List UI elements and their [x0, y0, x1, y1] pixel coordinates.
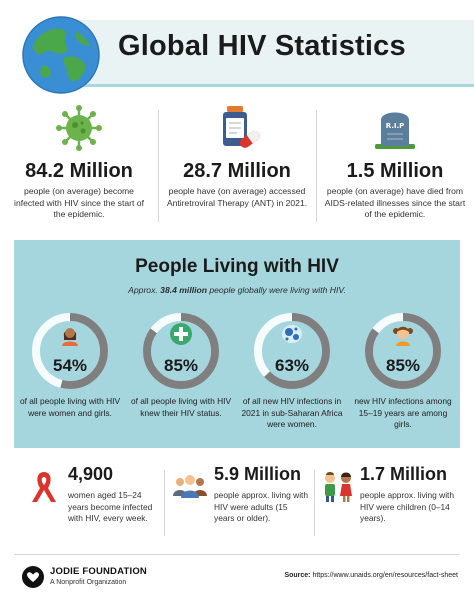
- donut-chart: [32, 313, 108, 389]
- medical-cross-icon: [170, 323, 192, 345]
- brand-name: JODIE FOUNDATION: [50, 566, 147, 577]
- divider: [158, 110, 159, 222]
- donut-women: 54% of all people living with HIV were w…: [14, 312, 126, 442]
- donut-chart: [143, 313, 219, 389]
- subtitle-highlight: 38.4 million: [160, 285, 207, 295]
- children-icon: [325, 472, 352, 502]
- donut-girls: 85% new HIV infections among 15–19 years…: [347, 312, 459, 442]
- brand-tagline: A Nonprofit Organization: [50, 579, 127, 586]
- stat-value: 1.7 Million: [360, 464, 448, 484]
- donut-percent: 85%: [163, 356, 199, 375]
- donut-percent: 63%: [274, 356, 310, 375]
- source-label: Source:: [284, 572, 311, 579]
- stat-description: people approx. living with HIV were adul…: [214, 490, 309, 523]
- donut-description: of all people living with HIV knew their…: [130, 396, 232, 418]
- subtitle-suffix: people globally were living with HIV.: [209, 285, 346, 295]
- stat-adults: 5.9 Million people approx. living with H…: [172, 462, 312, 542]
- stat-value: 1.5 Million: [346, 160, 444, 182]
- virus-icon: [56, 105, 102, 151]
- globe-icon: [22, 16, 100, 94]
- stat-value: 5.9 Million: [214, 464, 302, 484]
- bottom-stats: 4,900 women aged 15–24 years become infe…: [0, 462, 474, 542]
- stat-weekly-women: 4,900 women aged 15–24 years become infe…: [26, 462, 156, 542]
- subtitle-prefix: Approx.: [128, 285, 158, 295]
- girl-icon: [393, 326, 413, 346]
- source-link[interactable]: https://www.unaids.org/en/resources/fact…: [312, 572, 458, 579]
- page-title: Global HIV Statistics: [118, 30, 406, 62]
- stat-deaths: R.I.P 1.5 Million people (on average) ha…: [316, 100, 474, 230]
- header-band: [60, 20, 474, 84]
- cells-icon: [282, 325, 302, 343]
- stat-value: 84.2 Million: [25, 160, 133, 182]
- donut-africa: 63% of all new HIV infections in 2021 in…: [236, 312, 348, 442]
- panel-title: People Living with HIV: [135, 256, 339, 277]
- header-divider: [60, 84, 474, 87]
- donut-status: 85% of all people living with HIV knew t…: [125, 312, 237, 442]
- divider: [164, 470, 165, 536]
- donut-description: of all new HIV infections in 2021 in sub…: [241, 396, 343, 429]
- awareness-ribbon-icon: [32, 472, 56, 502]
- donut-chart: [254, 313, 330, 389]
- donut-description: of all people living with HIV were women…: [19, 396, 121, 418]
- donut-chart: [365, 313, 441, 389]
- woman-icon: [62, 328, 78, 346]
- adults-group-icon: [173, 475, 207, 498]
- heart-logo-icon: [22, 566, 44, 588]
- stat-description: people (on average) become infected with…: [14, 186, 144, 219]
- stat-children: 1.7 Million people approx. living with H…: [320, 462, 460, 542]
- donut-percent: 54%: [52, 356, 88, 375]
- top-stats: 84.2 Million people (on average) become …: [0, 100, 474, 230]
- people-living-panel: People Living with HIV Approx. 38.4 mill…: [14, 240, 460, 448]
- donut-description: new HIV infections among 15–19 years are…: [354, 396, 452, 429]
- stat-value: 4,900: [68, 464, 114, 484]
- header: Global HIV Statistics: [0, 0, 474, 94]
- stat-description: women aged 15–24 years become infected w…: [68, 490, 153, 523]
- stat-value: 28.7 Million: [183, 160, 291, 182]
- donut-percent: 85%: [385, 356, 421, 375]
- medicine-icon: [223, 106, 260, 148]
- stat-description: people approx. living with HIV were chil…: [360, 490, 455, 523]
- panel-subtitle: Approx. 38.4 million people globally wer…: [14, 285, 460, 295]
- source-citation: Source: https://www.unaids.org/en/resour…: [284, 572, 458, 579]
- stat-treatment: 28.7 Million people have (on average) ac…: [158, 100, 316, 230]
- tombstone-icon: R.I.P: [375, 112, 415, 149]
- svg-text:R.I.P: R.I.P: [386, 122, 405, 130]
- divider: [314, 470, 315, 536]
- stat-infected: 84.2 Million people (on average) become …: [0, 100, 158, 230]
- footer: JODIE FOUNDATION A Nonprofit Organizatio…: [0, 560, 474, 610]
- stat-description: people (on average) have died from AIDS-…: [324, 186, 466, 219]
- divider: [316, 110, 317, 222]
- footer-divider: [14, 554, 460, 555]
- stat-description: people have (on average) accessed Antire…: [166, 186, 308, 208]
